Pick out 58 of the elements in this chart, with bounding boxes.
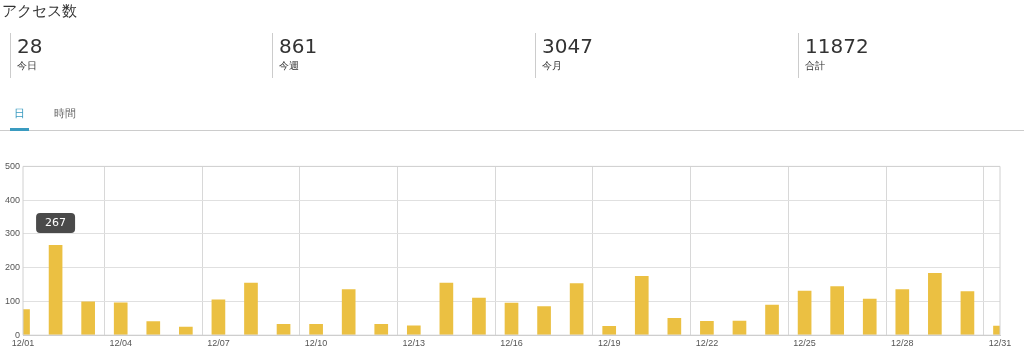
x-tick-label: 12/07 [207, 338, 230, 349]
text: 合計 [805, 59, 826, 73]
bar [406, 325, 421, 335]
text: 今月 [542, 59, 563, 73]
bar [862, 298, 877, 335]
bar [830, 286, 845, 335]
y-tick-label: 300 [4, 228, 21, 239]
x-tick-label: 12/28 [891, 338, 914, 349]
bar [895, 289, 910, 335]
x-tick-label: 12/22 [695, 338, 719, 349]
y-tick-label: 200 [4, 262, 21, 273]
y-tick-label: 0 [15, 329, 21, 340]
bar [700, 321, 714, 335]
text: 日 [10, 106, 29, 131]
text: 861 [279, 33, 318, 59]
bar [797, 290, 812, 335]
bar [113, 302, 128, 335]
bar [472, 297, 486, 335]
x-tick-label: 12/13 [402, 338, 426, 349]
text: 28 [17, 33, 43, 59]
y-tick-label: 100 [4, 295, 21, 306]
bar [667, 317, 682, 335]
text: 時間 [53, 106, 77, 122]
text: 11872 [805, 33, 869, 59]
y-tick-label: 500 [4, 160, 21, 171]
bar [48, 245, 63, 335]
x-tick-label: 12/16 [500, 338, 523, 349]
x-tick-label: 12/31 [988, 338, 1012, 349]
x-tick-label: 12/04 [109, 338, 132, 349]
bar [81, 301, 95, 335]
bar [537, 306, 551, 335]
text: 3047 [542, 33, 593, 59]
x-tick-label: 12/10 [304, 338, 328, 349]
bar [244, 282, 258, 335]
x-tick-label: 12/01 [11, 338, 35, 349]
bar [211, 299, 226, 335]
bar [146, 321, 161, 335]
bar [634, 276, 649, 335]
text: アクセス数 [2, 2, 77, 21]
x-tick-label: 12/25 [793, 338, 816, 349]
text: 今週 [279, 59, 300, 73]
bar [732, 320, 747, 335]
bar [928, 273, 942, 335]
bar [374, 324, 389, 335]
x-tick-label: 12/19 [597, 338, 621, 349]
bar [276, 324, 291, 335]
bar [569, 283, 584, 335]
bar [439, 282, 454, 335]
bar [960, 291, 975, 335]
annotation: 267 [45, 215, 67, 229]
bar [504, 302, 519, 335]
y-tick-label: 400 [4, 194, 21, 205]
text: 今日 [17, 59, 38, 73]
bar [309, 324, 323, 335]
bar [179, 326, 193, 335]
bar [341, 289, 356, 335]
bar [765, 304, 779, 335]
bar [602, 326, 617, 335]
